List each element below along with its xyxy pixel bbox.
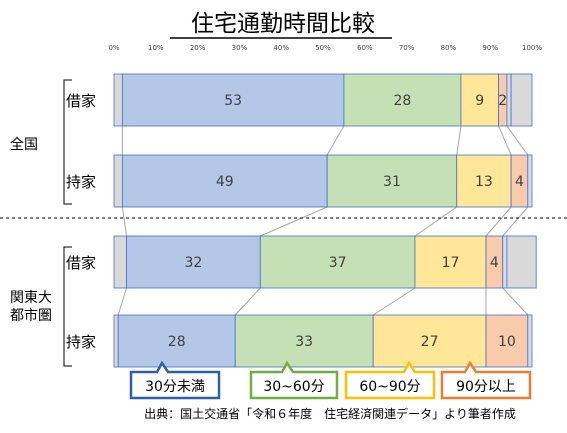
x-tick-label: 40%: [273, 44, 289, 52]
bar-segment: [259, 235, 416, 289]
bars: 53 28 9 2 49 31 13 4 32 37 17 4 28 33 27 10: [113, 73, 537, 368]
segment-connectors: [117, 125, 529, 316]
data-label: 27: [421, 334, 439, 350]
bar-segment: [502, 235, 508, 289]
data-label: 10: [498, 334, 516, 350]
legend-label: 90分以上: [456, 379, 516, 395]
bar-segment: [527, 154, 533, 208]
x-axis-ticks: 0% 10% 20% 30% 40% 50% 60% 70% 80% 90% 100%: [108, 44, 542, 52]
row-label: 持家: [66, 173, 96, 191]
x-tick-label: 100%: [522, 44, 542, 52]
data-label: 53: [224, 93, 242, 109]
bar-segment: [485, 314, 529, 368]
bar-segment: [113, 314, 119, 368]
segment-connector: [502, 287, 529, 316]
x-tick-label: 70%: [399, 44, 415, 52]
group-label-line: 都市圏: [10, 307, 52, 324]
segment-connector: [502, 206, 529, 237]
chart-title: 住宅通勤時間比較: [191, 11, 375, 37]
data-label: 9: [475, 93, 484, 109]
bar-segment: [117, 314, 236, 368]
segment-connector: [498, 125, 512, 156]
bar-segment: [326, 154, 458, 208]
row-label: 借家: [66, 92, 96, 110]
data-label: 4: [490, 255, 499, 271]
data-label: 28: [168, 334, 186, 350]
legend-callout: [440, 360, 532, 400]
segment-connector: [234, 287, 261, 316]
segment-connector: [121, 206, 128, 237]
data-label: 2: [498, 93, 507, 109]
bar-segment: [121, 154, 328, 208]
data-label: 32: [185, 255, 203, 271]
bar-segment: [372, 314, 487, 368]
bar-segment: [126, 235, 261, 289]
row-label: 借家: [66, 254, 96, 272]
data-label: 33: [295, 334, 313, 350]
data-label: 31: [383, 174, 401, 190]
x-tick-label: 90%: [482, 44, 498, 52]
legend-callout: [344, 360, 436, 400]
legend-label: 30~60分: [263, 379, 324, 395]
segment-connector: [485, 206, 512, 237]
bar-segment: [527, 314, 533, 368]
group-label-line: 関東大: [10, 290, 52, 306]
bar-segment: [414, 235, 487, 289]
legend-label: 60~90分: [359, 379, 420, 395]
bar-segment: [506, 235, 537, 289]
x-tick-label: 60%: [357, 44, 373, 52]
segment-connector: [117, 287, 128, 316]
bar-segment: [234, 314, 374, 368]
x-tick-label: 20%: [190, 44, 206, 52]
x-tick-label: 10%: [148, 44, 164, 52]
bar-segment: [113, 235, 127, 289]
bar-segment: [506, 73, 512, 127]
segment-connector: [260, 206, 328, 237]
legend-callout: [249, 360, 339, 400]
legend-label: 30分未満: [145, 379, 205, 395]
segment-connector: [506, 125, 529, 156]
segment-connector: [414, 206, 458, 237]
group-bracket: [63, 79, 72, 205]
data-label: 28: [394, 93, 412, 109]
segment-connector: [326, 125, 345, 156]
data-label: 17: [442, 255, 460, 271]
bar-segment: [113, 73, 123, 127]
row-label: 持家: [66, 333, 96, 351]
x-tick-label: 80%: [441, 44, 457, 52]
group-label: 全国: [10, 136, 38, 153]
segment-connector: [456, 125, 462, 156]
source-note: 出典：国土交通省「令和６年度 住宅経済関連データ」より筆者作成: [144, 406, 516, 421]
bar-segment: [113, 154, 123, 208]
x-tick-label: 30%: [232, 44, 248, 52]
bar-segment: [456, 154, 512, 208]
group-bracket: [63, 246, 72, 367]
legend-callout: [129, 360, 221, 400]
data-label: 13: [475, 174, 493, 190]
bar-segment: [343, 73, 462, 127]
bar-segment: [460, 73, 499, 127]
x-tick-label: 50%: [315, 44, 331, 52]
data-label: 49: [216, 174, 234, 190]
bar-segment: [121, 73, 345, 127]
data-label: 37: [329, 255, 347, 271]
bar-segment: [510, 73, 533, 127]
legend: 30分未満 30~60分 60~90分 90分以上: [129, 360, 532, 400]
x-tick-label: 0%: [108, 44, 119, 52]
data-label: 4: [515, 174, 524, 190]
segment-connector: [372, 287, 416, 316]
